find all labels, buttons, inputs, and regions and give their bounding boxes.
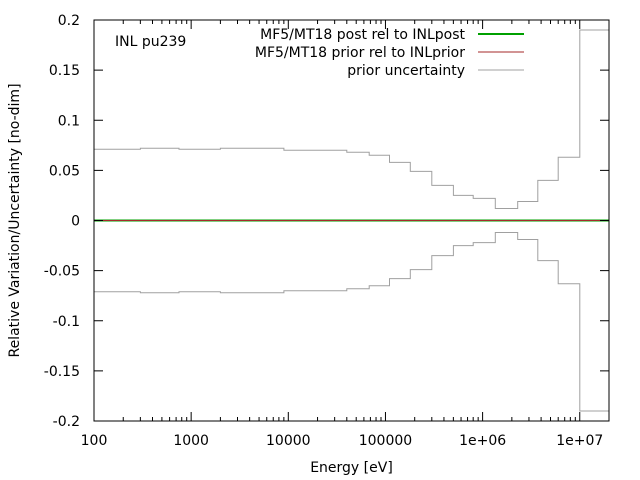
axis-ticks: [93, 19, 609, 422]
y-tick-label: 0.2: [58, 13, 80, 29]
y-tick-label: -0.2: [53, 414, 80, 430]
x-tick-label: 100000: [359, 433, 412, 449]
y-tick-label: 0.1: [58, 113, 80, 129]
y-tick-label: 0.05: [49, 163, 80, 179]
x-tick-label: 1e+06: [459, 433, 506, 449]
legend-label: MF5/MT18 prior rel to INLprior: [255, 45, 465, 61]
plot-lines: [94, 29, 610, 412]
y-tick-label: -0.1: [53, 314, 80, 330]
series-prior-uncertainty-upper: [94, 29, 610, 221]
x-tick-label: 10000: [266, 433, 311, 449]
legend-label: prior uncertainty: [347, 63, 465, 79]
y-tick-label: -0.15: [44, 364, 80, 380]
legend-label: MF5/MT18 post rel to INLpost: [260, 27, 465, 43]
series-prior-uncertainty-lower: [94, 232, 609, 412]
x-tick-label: 100: [81, 433, 108, 449]
y-tick-label: 0.15: [49, 63, 80, 79]
y-tick-label: -0.05: [44, 264, 80, 280]
y-axis-label: Relative Variation/Uncertainty [no-dim]: [7, 83, 23, 357]
x-axis-label: Energy [eV]: [310, 460, 393, 476]
x-tick-label: 1e+07: [556, 433, 603, 449]
legend: MF5/MT18 post rel to INLpost MF5/MT18 pri…: [255, 27, 524, 79]
x-tick-label: 1000: [173, 433, 209, 449]
chart-annotation: INL pu239: [115, 34, 186, 50]
y-tick-label: 0: [71, 214, 80, 230]
